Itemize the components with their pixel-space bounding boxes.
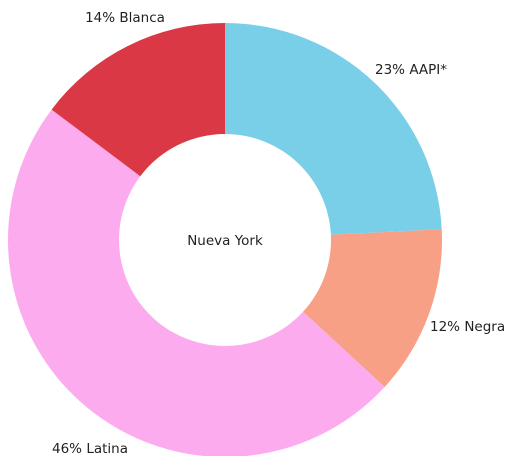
category-label: Negra: [464, 319, 505, 335]
slice-label: 23% AAPI*: [375, 62, 447, 78]
slice-label: 46% Latina: [52, 441, 128, 456]
chart-title: Nueva York: [187, 233, 263, 249]
slice: [8, 109, 385, 456]
slice: [51, 23, 226, 177]
value-label: 23%: [375, 62, 405, 78]
value-label: 46%: [52, 441, 82, 456]
slice: [225, 23, 442, 235]
value-label: 12%: [430, 319, 460, 335]
slice-label: 14% Blanca: [85, 10, 165, 26]
value-label: 14%: [85, 10, 115, 26]
slice-label: 12% Negra: [430, 319, 505, 335]
category-label: Latina: [86, 441, 128, 456]
slices: [8, 23, 442, 456]
category-label: AAPI*: [409, 62, 447, 78]
slice: [302, 229, 442, 387]
category-label: Blanca: [119, 10, 165, 26]
